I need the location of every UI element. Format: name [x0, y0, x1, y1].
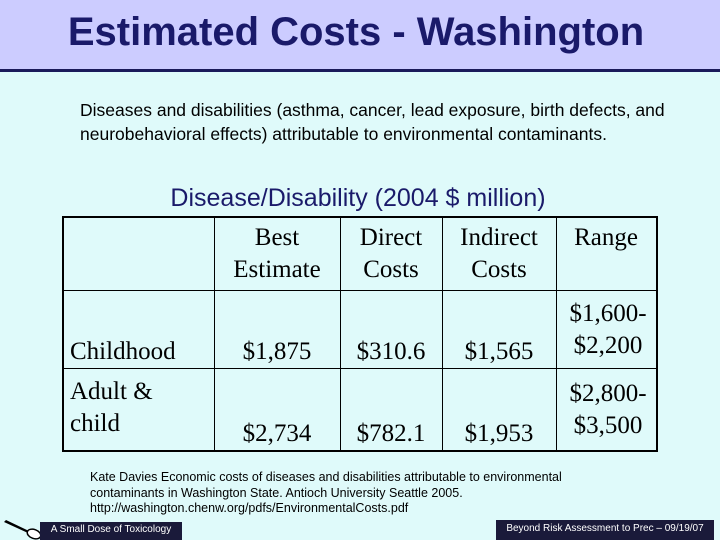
header-line: Indirect — [460, 224, 538, 251]
range-line: $3,500 — [573, 412, 643, 439]
footer-course-label: A Small Dose of Toxicology — [40, 522, 182, 540]
page-title: Estimated Costs - Washington — [67, 10, 645, 54]
cost-table: Best Estimate Direct Costs Indirect Cost… — [62, 216, 658, 452]
column-divider — [340, 218, 341, 450]
row-label-childhood: Childhood — [70, 338, 176, 365]
column-divider — [214, 218, 215, 450]
row-divider — [64, 368, 656, 369]
cell-best-estimate: $2,734 — [242, 420, 312, 447]
column-divider — [442, 218, 443, 450]
citation-url: http://washington.chenw.org/pdfs/Environ… — [90, 501, 409, 515]
citation: Kate Davies Economic costs of diseases a… — [90, 470, 650, 517]
header-indirect-costs: Indirect Costs — [442, 222, 556, 286]
cell-range: $1,600- $2,200 — [556, 298, 660, 362]
cell-direct-costs: $310.6 — [356, 338, 426, 365]
label-line: child — [70, 410, 120, 437]
range-line: $2,800- — [569, 380, 647, 407]
header-direct-costs: Direct Costs — [340, 222, 442, 286]
header-best-estimate: Best Estimate — [214, 222, 340, 286]
cell-range: $2,800- $3,500 — [556, 378, 660, 442]
header-line: Range — [574, 224, 638, 251]
row-label-adult-child: Adult & child — [70, 376, 153, 440]
header-line: Estimate — [233, 256, 321, 283]
header-line: Costs — [471, 256, 527, 283]
table-title: Disease/Disability (2004 $ million) — [170, 184, 546, 212]
footer-lecture-label: Beyond Risk Assessment to Prec – 09/19/0… — [496, 520, 714, 540]
range-line: $1,600- — [569, 300, 647, 327]
cell-indirect-costs: $1,565 — [464, 338, 534, 365]
header-range: Range — [556, 222, 656, 254]
cell-best-estimate: $1,875 — [242, 338, 312, 365]
label-line: Adult & — [70, 378, 153, 405]
citation-line: contaminants in Washington State. Antioc… — [90, 485, 463, 500]
header-line: Direct — [359, 224, 423, 251]
range-line: $2,200 — [573, 332, 643, 359]
row-divider — [64, 290, 656, 291]
title-bar: Estimated Costs - Washington — [0, 0, 720, 72]
header-line: Best — [254, 224, 300, 251]
citation-line: Kate Davies Economic costs of diseases a… — [90, 470, 562, 484]
cell-indirect-costs: $1,953 — [464, 420, 534, 447]
intro-text: Diseases and disabilities (asthma, cance… — [80, 100, 665, 144]
column-divider — [556, 218, 557, 450]
spoon-icon — [4, 520, 42, 540]
header-line: Costs — [363, 256, 419, 283]
cell-direct-costs: $782.1 — [356, 420, 426, 447]
